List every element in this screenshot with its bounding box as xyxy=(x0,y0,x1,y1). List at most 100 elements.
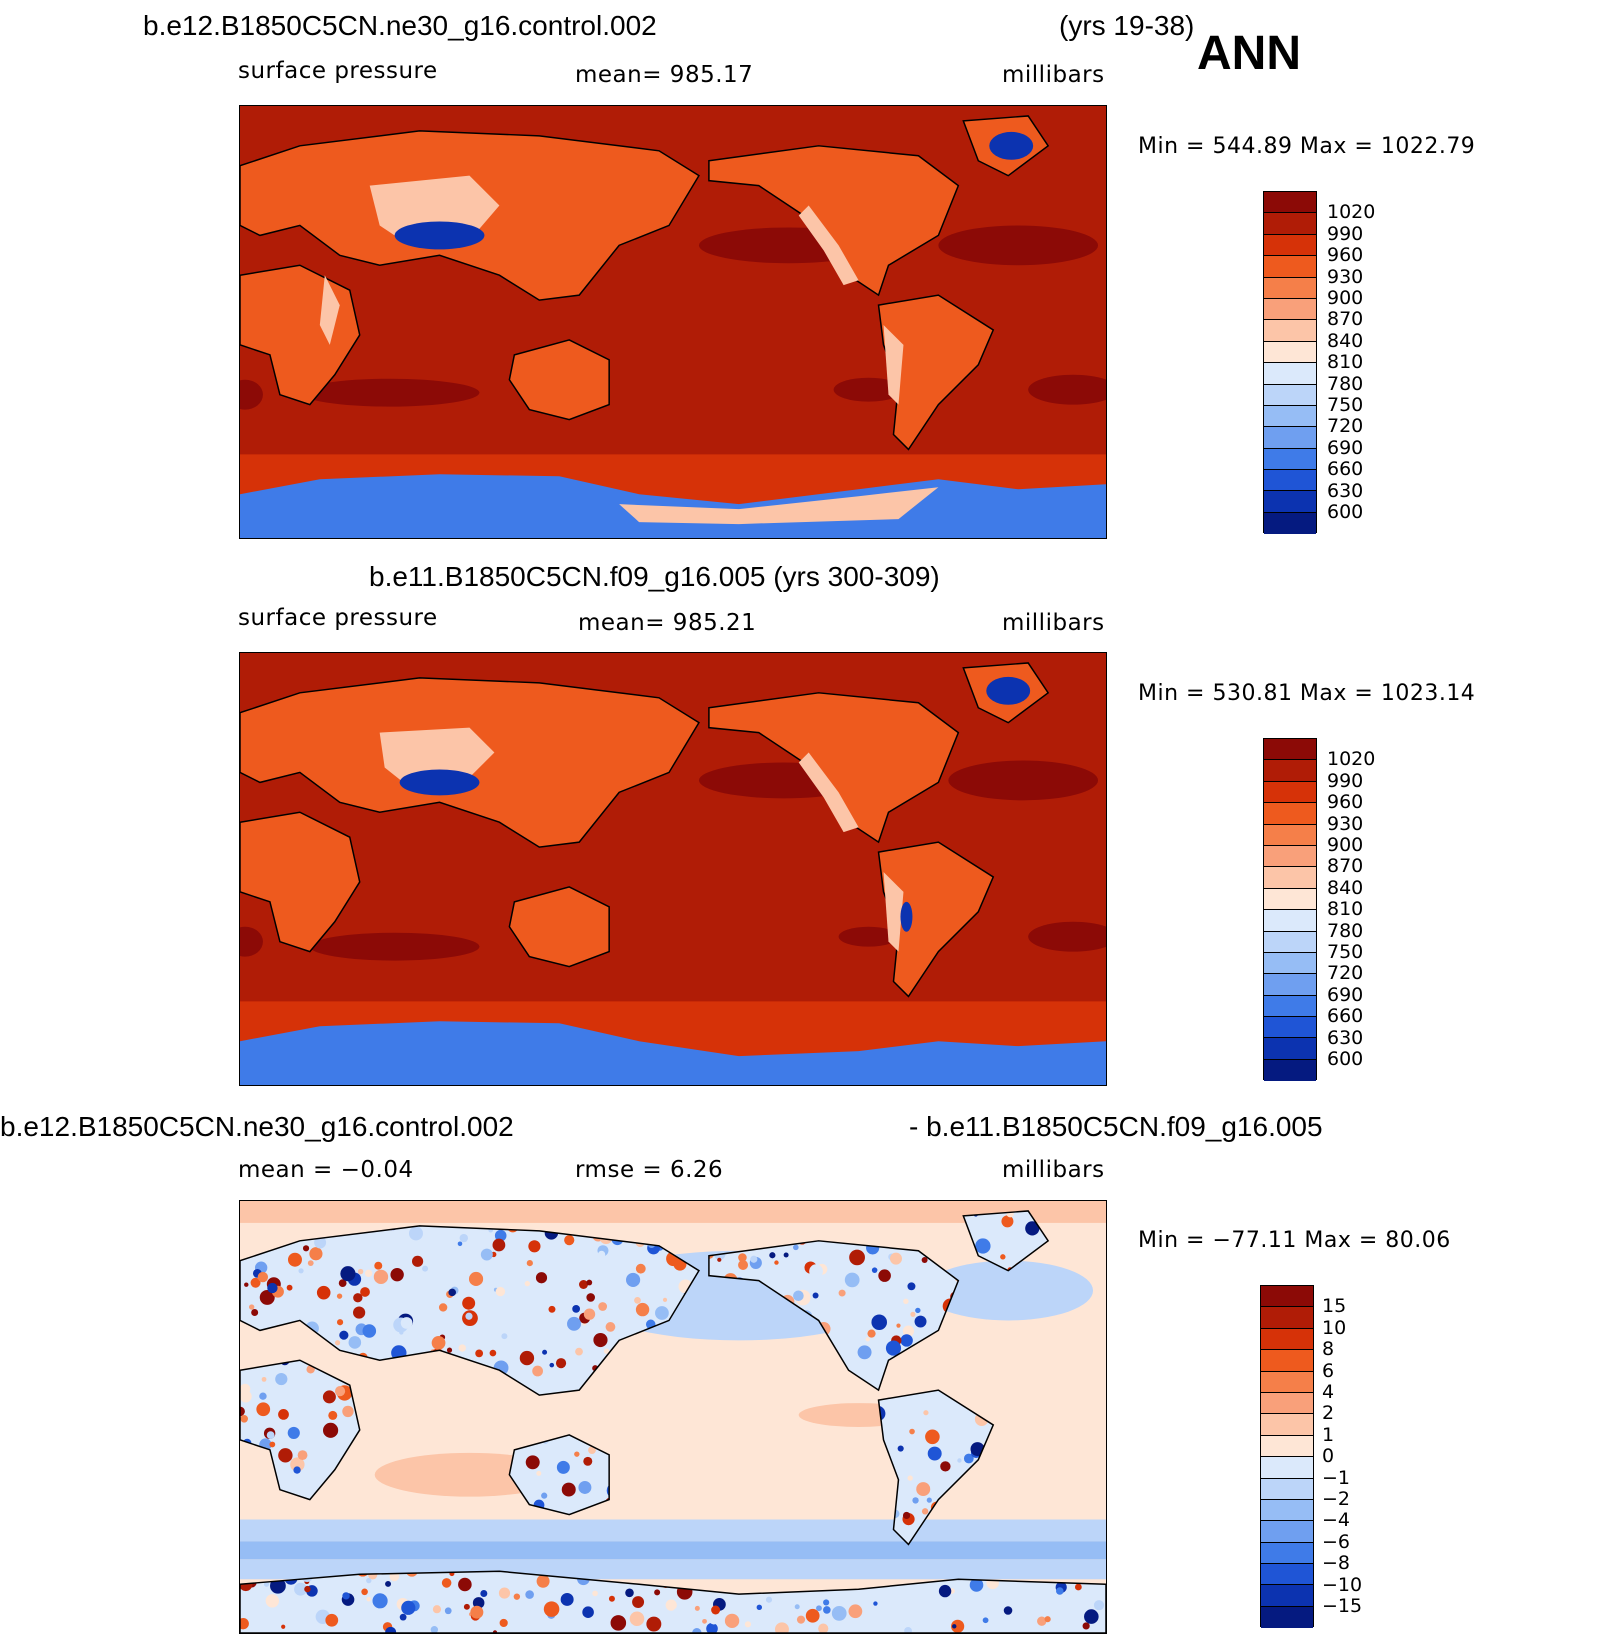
colorbar-box xyxy=(1261,1585,1313,1607)
colorbar-box xyxy=(1264,405,1316,428)
colorbar-box xyxy=(1261,1499,1313,1522)
colorbar-box xyxy=(1264,803,1316,825)
colorbar-box xyxy=(1264,1017,1316,1039)
colorbar-label: 840 xyxy=(1327,876,1364,899)
panel1-minmax: Min = 544.89 Max = 1022.79 xyxy=(1138,134,1476,159)
colorbar-label: −4 xyxy=(1322,1509,1351,1532)
colorbar-label: −2 xyxy=(1322,1488,1351,1510)
colorbar-box xyxy=(1264,781,1316,804)
colorbar-label: 990 xyxy=(1327,769,1364,792)
colorbar-box xyxy=(1264,427,1316,449)
colorbar-label: 960 xyxy=(1327,244,1364,267)
colorbar-label: 1 xyxy=(1322,1423,1335,1446)
diff-title-left: b.e12.B1850C5CN.ne30_g16.control.002 xyxy=(0,1111,514,1142)
colorbar-box xyxy=(1264,234,1316,257)
colorbar-label: 990 xyxy=(1327,222,1364,245)
colorbar-label: 600 xyxy=(1327,1048,1364,1070)
colorbar-box xyxy=(1264,341,1316,364)
colorbar-label: 600 xyxy=(1327,501,1364,523)
colorbar-label: 930 xyxy=(1327,265,1364,288)
colorbar-box xyxy=(1264,931,1316,953)
colorbar-label: 1020 xyxy=(1327,201,1376,224)
panel1-mean: mean= 985.17 xyxy=(575,62,754,88)
panel1-map xyxy=(239,105,1107,539)
colorbar-label: 720 xyxy=(1327,415,1364,438)
colorbar-label: 630 xyxy=(1327,1026,1364,1049)
colorbar-box xyxy=(1264,910,1316,932)
panel2-map xyxy=(239,652,1107,1086)
colorbar-label: 840 xyxy=(1327,329,1364,352)
panel3-rmse: rmse = 6.26 xyxy=(575,1157,724,1183)
colorbar-label: 0 xyxy=(1322,1445,1335,1468)
season-label: ANN xyxy=(1197,27,1301,80)
colorbar-box xyxy=(1264,256,1316,278)
colorbar-box xyxy=(1261,1286,1313,1308)
colorbar-box xyxy=(1264,824,1316,846)
colorbar-label: 750 xyxy=(1327,394,1364,416)
colorbar-label: 810 xyxy=(1327,351,1364,374)
colorbar-label: 15 xyxy=(1322,1295,1347,1318)
colorbar-label: 690 xyxy=(1327,983,1364,1006)
case2-title: b.e11.B1850C5CN.f09_g16.005 (yrs 300-309… xyxy=(369,561,940,592)
colorbar-box xyxy=(1261,1392,1313,1415)
panel1-colorbar xyxy=(1263,191,1317,535)
colorbar-box xyxy=(1264,277,1316,299)
panel2-colorbar xyxy=(1263,738,1317,1082)
colorbar-box xyxy=(1264,952,1316,975)
colorbar-box xyxy=(1264,1059,1316,1082)
colorbar-box xyxy=(1261,1521,1313,1543)
diff-title-right: - b.e11.B1850C5CN.f09_g16.005 xyxy=(909,1111,1323,1142)
panel2-minmax: Min = 530.81 Max = 1023.14 xyxy=(1138,681,1476,706)
panel2-units: millibars xyxy=(1002,610,1105,636)
colorbar-box xyxy=(1264,888,1316,911)
colorbar-box xyxy=(1264,760,1316,782)
colorbar-box xyxy=(1264,974,1316,996)
colorbar-label: 900 xyxy=(1327,834,1364,856)
colorbar-label: −6 xyxy=(1322,1530,1351,1553)
colorbar-box xyxy=(1261,1606,1313,1629)
case1-title: b.e12.B1850C5CN.ne30_g16.control.002 xyxy=(143,10,657,41)
colorbar-box xyxy=(1264,1038,1316,1060)
colorbar-label: 870 xyxy=(1327,308,1364,331)
colorbar-label: 960 xyxy=(1327,791,1364,814)
panel2-variable: surface pressure xyxy=(238,605,438,631)
colorbar-label: 930 xyxy=(1327,812,1364,835)
colorbar-label: 870 xyxy=(1327,855,1364,878)
colorbar-label: 4 xyxy=(1322,1381,1335,1403)
colorbar-label: 1020 xyxy=(1327,748,1376,771)
colorbar-label: −15 xyxy=(1322,1595,1363,1617)
colorbar-box xyxy=(1261,1328,1313,1351)
colorbar-box xyxy=(1264,320,1316,342)
colorbar-box xyxy=(1264,512,1316,535)
panel3-minmax: Min = −77.11 Max = 80.06 xyxy=(1138,1228,1451,1253)
colorbar-box xyxy=(1261,1307,1313,1329)
colorbar-box xyxy=(1264,384,1316,406)
colorbar-box xyxy=(1261,1414,1313,1436)
colorbar-box xyxy=(1261,1542,1313,1565)
colorbar-box xyxy=(1264,448,1316,471)
panel3-map xyxy=(239,1200,1107,1634)
colorbar-label: 810 xyxy=(1327,898,1364,921)
colorbar-box xyxy=(1264,213,1316,235)
colorbar-box xyxy=(1264,470,1316,492)
colorbar-label: −8 xyxy=(1322,1552,1351,1575)
panel1-units: millibars xyxy=(1002,62,1105,88)
colorbar-box xyxy=(1261,1478,1313,1500)
colorbar-label: 780 xyxy=(1327,919,1364,942)
panel3-colorbar xyxy=(1260,1285,1314,1629)
colorbar-box xyxy=(1261,1350,1313,1372)
colorbar-box xyxy=(1264,491,1316,513)
case1-years: (yrs 19-38) xyxy=(1059,10,1195,41)
panel3-mean: mean = −0.04 xyxy=(238,1157,414,1183)
colorbar-label: 750 xyxy=(1327,941,1364,963)
colorbar-label: 8 xyxy=(1322,1338,1335,1361)
colorbar-label: 6 xyxy=(1322,1359,1335,1382)
colorbar-box xyxy=(1264,867,1316,889)
colorbar-label: 660 xyxy=(1327,1005,1364,1028)
colorbar-label: 900 xyxy=(1327,287,1364,309)
colorbar-box xyxy=(1264,192,1316,214)
colorbar-label: −1 xyxy=(1322,1466,1351,1489)
colorbar-label: 660 xyxy=(1327,458,1364,481)
colorbar-box xyxy=(1264,363,1316,385)
colorbar-label: 690 xyxy=(1327,436,1364,459)
